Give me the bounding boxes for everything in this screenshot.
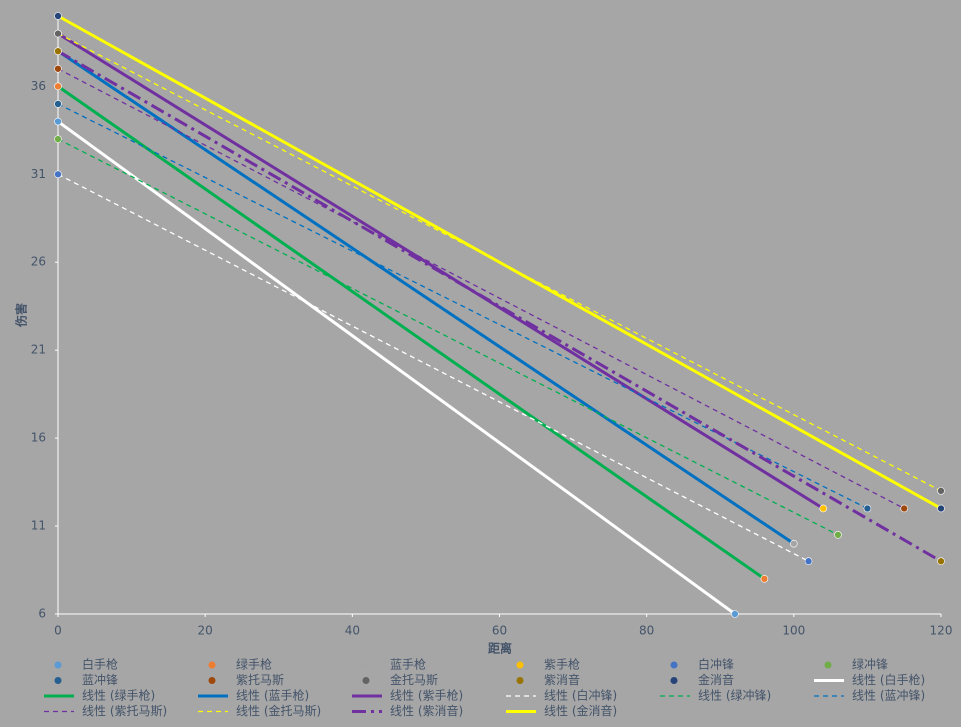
legend-label: 蓝冲锋 <box>82 672 118 687</box>
legend-label: 紫托马斯 <box>236 673 284 687</box>
y-axis-label: 伤害 <box>14 303 29 328</box>
y-tick-label: 31 <box>31 167 46 181</box>
legend-marker <box>670 677 678 684</box>
trendline <box>57 68 905 510</box>
legend-label: 金消音 <box>698 672 734 687</box>
point <box>863 504 872 513</box>
legend-marker <box>516 677 524 684</box>
legend-label: 蓝手枪 <box>390 657 426 672</box>
legend-label: 线性 (紫手枪) <box>390 688 463 703</box>
x-axis-label: 距离 <box>488 641 512 656</box>
y-tick-label: 11 <box>31 519 46 533</box>
y-tick-label: 21 <box>31 343 46 357</box>
point <box>937 504 945 513</box>
trendline <box>57 49 942 563</box>
y-tick-label: 6 <box>38 607 46 621</box>
point <box>54 12 62 20</box>
legend-label: 绿手枪 <box>236 657 272 672</box>
legend-label: 线性 (绿冲锋) <box>698 688 771 703</box>
legend-label: 绿冲锋 <box>852 657 888 672</box>
legend-label: 线性 (紫托马斯) <box>82 704 167 718</box>
x-tick-label: 20 <box>198 624 213 638</box>
point <box>54 82 62 91</box>
trendline <box>57 14 942 510</box>
point <box>937 557 945 566</box>
y-tick-label: 16 <box>31 431 46 445</box>
point <box>54 100 62 108</box>
legend-marker <box>670 661 678 669</box>
point <box>731 610 739 618</box>
x-tick-label: 40 <box>345 624 360 638</box>
legend-marker <box>208 677 216 684</box>
legend-label: 线性 (绿手枪) <box>82 688 155 703</box>
trendline <box>57 49 795 545</box>
point <box>54 47 62 55</box>
point <box>54 117 62 126</box>
legend-marker <box>54 677 62 684</box>
legend-label: 紫消音 <box>544 672 580 687</box>
point <box>804 557 813 566</box>
point <box>54 29 62 38</box>
legend-marker <box>516 661 524 669</box>
legend-label: 紫手枪 <box>544 657 580 672</box>
x-tick-label: 80 <box>639 624 654 638</box>
point <box>900 504 909 513</box>
legend-label: 线性 (蓝手枪) <box>236 688 309 703</box>
point <box>54 135 62 143</box>
legend-label: 线性 (金托马斯) <box>236 703 321 718</box>
legend-label: 线性 (白冲锋) <box>544 688 617 703</box>
legend-label: 线性 (紫消音) <box>390 703 463 718</box>
legend-label: 线性 (金消音) <box>544 703 617 718</box>
y-tick-label: 26 <box>31 255 46 269</box>
legend-marker <box>362 677 370 684</box>
point <box>790 539 798 548</box>
legend-marker <box>54 661 62 669</box>
y-tick-label: 36 <box>31 79 46 93</box>
legend-marker <box>208 661 216 669</box>
trendline <box>57 138 839 536</box>
x-tick-label: 120 <box>930 624 953 638</box>
point <box>760 575 769 583</box>
point <box>54 64 62 73</box>
point <box>54 170 62 179</box>
point <box>937 487 945 495</box>
x-tick-label: 60 <box>492 624 507 638</box>
trendline <box>57 120 736 616</box>
trendline <box>57 103 868 510</box>
point <box>834 531 842 539</box>
legend-label: 线性 (蓝冲锋) <box>852 688 925 703</box>
legend-label: 线性 (白手枪) <box>852 672 925 687</box>
legend-marker <box>362 661 370 669</box>
point <box>819 504 828 513</box>
legend-label: 白冲锋 <box>698 657 734 672</box>
x-tick-label: 0 <box>54 624 62 638</box>
legend-label: 金托马斯 <box>390 672 438 687</box>
legend-marker <box>824 661 832 669</box>
trendline <box>57 173 809 562</box>
legend-label: 白手枪 <box>82 657 118 672</box>
trendline <box>57 85 766 581</box>
x-tick-label: 100 <box>782 624 805 638</box>
